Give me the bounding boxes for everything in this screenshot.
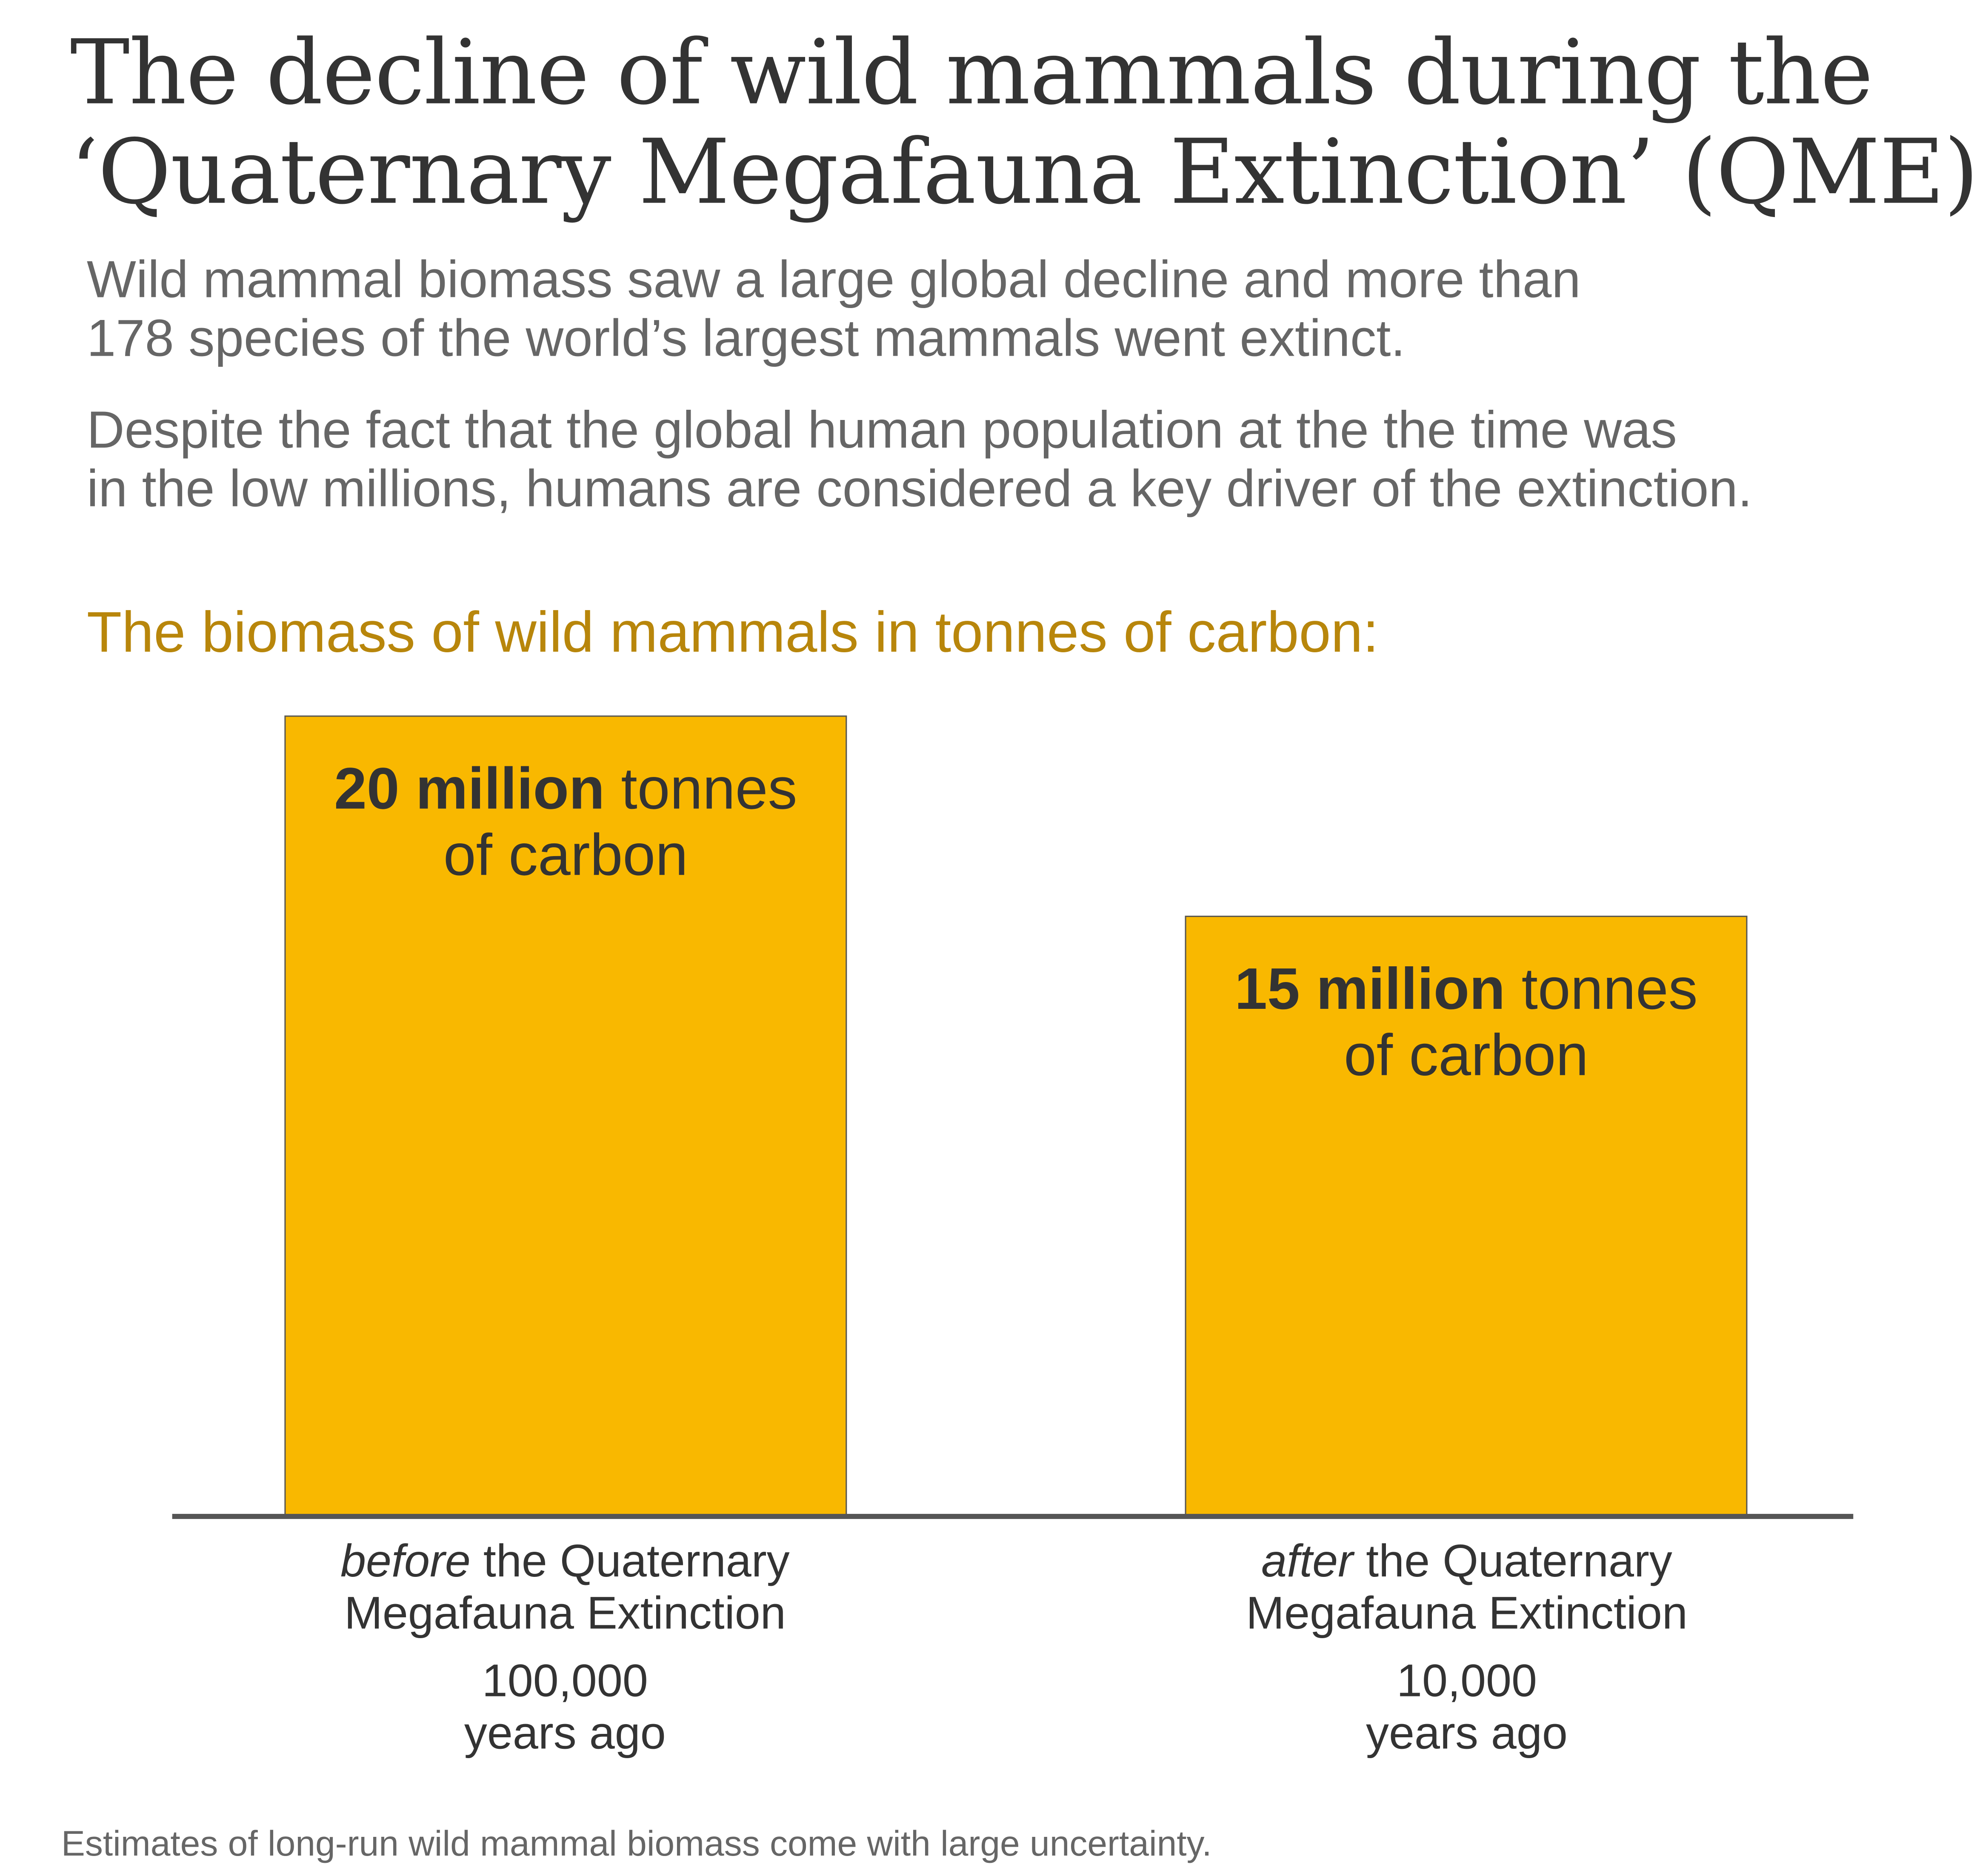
x-label-years: 10,000 — [1396, 1654, 1537, 1707]
bar-data-label: 20 million tonnes of carbon — [286, 755, 846, 888]
bar-value-unit: tonnes — [605, 755, 797, 822]
subtitle-paragraph-1: Wild mammal biomass saw a large global d… — [87, 250, 1581, 367]
chart-main-title: The decline of wild mammals during the ‘… — [70, 23, 1977, 222]
x-label-emphasis: before — [340, 1534, 471, 1587]
x-label-text: Megafauna Extinction — [344, 1586, 786, 1639]
subtitle-line: Despite the fact that the global human p… — [86, 400, 1677, 460]
x-label-years: 100,000 — [482, 1654, 648, 1707]
title-line-1: The decline of wild mammals during the — [70, 20, 1873, 125]
bar-value-bold: 15 million — [1234, 955, 1506, 1022]
bar-after-qme: 15 million tonnes of carbon — [1185, 916, 1748, 1516]
subtitle-line: 178 species of the world’s largest mamma… — [86, 308, 1406, 368]
footnote: Estimates of long-run wild mammal biomas… — [61, 1824, 1212, 1864]
x-label-years-suffix: years ago — [464, 1706, 666, 1759]
bar-value-unit: tonnes — [1505, 955, 1698, 1022]
x-label-text: the Quaternary — [1353, 1534, 1672, 1587]
x-label-emphasis: after — [1261, 1534, 1354, 1587]
bar-data-label: 15 million tonnes of carbon — [1186, 955, 1746, 1088]
x-label-years-suffix: years ago — [1366, 1706, 1568, 1759]
bar-value-unit-line2: of carbon — [443, 821, 688, 888]
x-label-text: the Quaternary — [470, 1534, 790, 1587]
bar-value-bold: 20 million — [334, 755, 605, 822]
x-axis-line — [172, 1513, 1854, 1519]
x-label-text: Megafauna Extinction — [1246, 1586, 1688, 1639]
subtitle-line: in the low millions, humans are consider… — [86, 459, 1752, 518]
title-line-2: ‘Quaternary Megafauna Extinction’ (QME) — [70, 120, 1977, 225]
bar-value-unit-line2: of carbon — [1344, 1021, 1588, 1088]
subtitle-line: Wild mammal biomass saw a large global d… — [86, 250, 1581, 309]
chart-title: The biomass of wild mammals in tonnes of… — [86, 599, 1379, 665]
x-tick-label-after: after the Quaternary Megafauna Extinctio… — [1084, 1534, 1849, 1759]
x-tick-label-before: before the Quaternary Megafauna Extincti… — [183, 1534, 948, 1759]
subtitle-paragraph-2: Despite the fact that the global human p… — [87, 400, 1752, 518]
bar-before-qme: 20 million tonnes of carbon — [284, 715, 847, 1516]
